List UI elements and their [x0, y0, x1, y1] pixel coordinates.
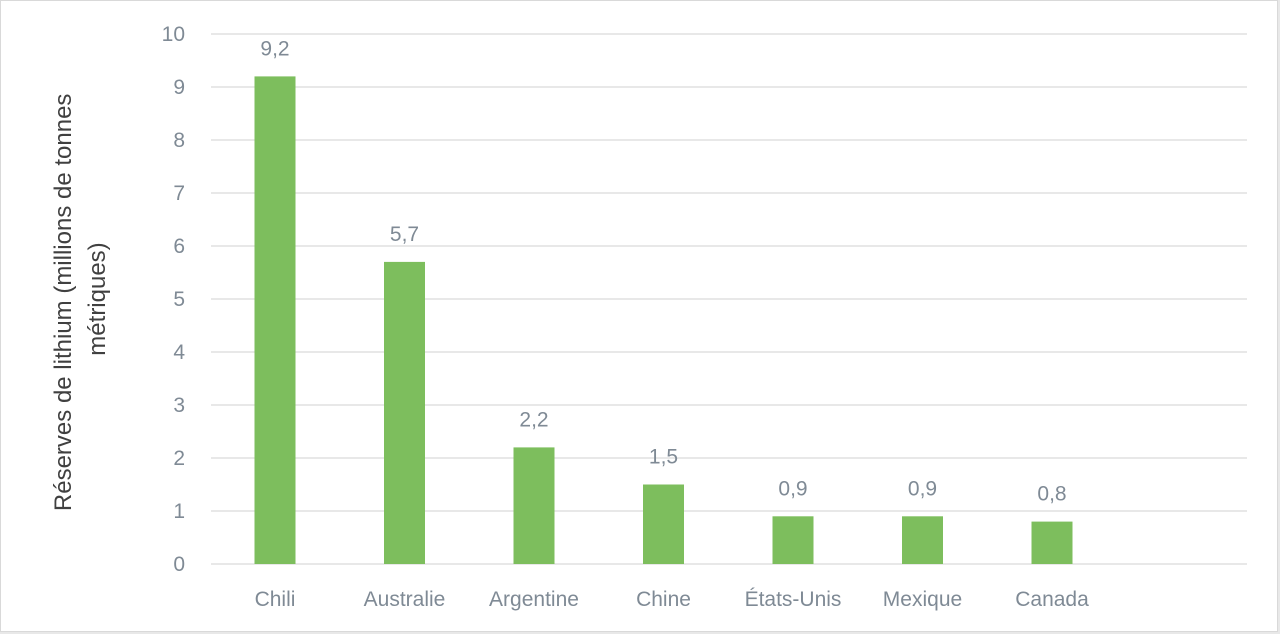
y-axis-title: Réserves de lithium (millions de tonnes … — [50, 87, 111, 511]
y-tick-label: 2 — [173, 447, 185, 470]
bar — [1031, 521, 1073, 564]
bar — [513, 447, 555, 564]
x-tick-label: Chili — [255, 588, 296, 611]
data-label: 9,2 — [260, 37, 289, 60]
x-tick-label: États-Unis — [745, 588, 842, 611]
data-label: 0,9 — [908, 477, 937, 500]
y-tick-label: 8 — [173, 129, 185, 152]
x-tick-label: Mexique — [883, 588, 962, 611]
y-axis-ticks: 0 1 2 3 4 5 6 7 8 9 10 — [162, 23, 186, 576]
y-tick-label: 0 — [173, 553, 185, 576]
y-tick-label: 5 — [173, 288, 185, 311]
x-tick-label: Argentine — [489, 588, 579, 611]
bar — [384, 261, 425, 564]
x-tick-label: Chine — [636, 588, 691, 611]
x-tick-label: Canada — [1015, 588, 1089, 611]
y-axis-title-line-2: métriques) — [84, 242, 111, 355]
x-axis-ticks: Chili Australie Argentine Chine États-Unis Me… — [255, 588, 1090, 611]
data-label: 0,9 — [778, 477, 807, 500]
data-label: 0,8 — [1037, 483, 1066, 506]
y-tick-label: 9 — [173, 76, 185, 99]
data-label: 5,7 — [390, 223, 419, 246]
gridlines — [211, 33, 1247, 565]
bar — [902, 516, 943, 564]
y-axis-title-line-1: Réserves de lithium (millions de tonnes — [50, 94, 77, 512]
bar — [643, 484, 684, 564]
x-tick-label: Australie — [364, 588, 446, 611]
y-tick-label: 3 — [173, 394, 185, 417]
bar — [254, 76, 296, 565]
y-tick-label: 7 — [173, 182, 185, 205]
y-tick-label: 1 — [173, 500, 185, 523]
y-tick-label: 6 — [173, 235, 185, 258]
data-label: 1,5 — [649, 446, 678, 469]
bars — [254, 76, 1073, 565]
y-tick-label: 10 — [162, 23, 185, 46]
y-tick-label: 4 — [173, 341, 185, 364]
data-labels: 9,2 5,7 2,2 1,5 0,9 0,9 0,8 — [260, 37, 1066, 505]
data-label: 2,2 — [519, 408, 548, 431]
bar — [772, 516, 814, 564]
